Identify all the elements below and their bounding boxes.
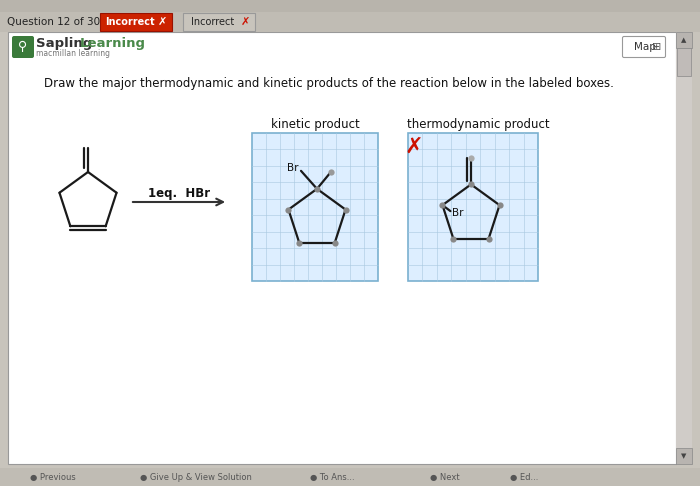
Text: ● Give Up & View Solution: ● Give Up & View Solution	[140, 472, 252, 482]
Text: 1eq.  HBr: 1eq. HBr	[148, 187, 210, 199]
Bar	[100, 13, 172, 31]
Text: kinetic product: kinetic product	[271, 118, 359, 131]
Text: Question 12 of 30: Question 12 of 30	[7, 17, 100, 27]
Text: ● Next: ● Next	[430, 472, 460, 482]
Text: ✗: ✗	[240, 17, 250, 27]
Text: macmillan learning: macmillan learning	[36, 49, 110, 57]
Text: ✗: ✗	[158, 17, 167, 27]
Text: ● Previous: ● Previous	[30, 472, 76, 482]
Text: Br: Br	[288, 163, 299, 173]
Text: ▼: ▼	[681, 453, 687, 459]
Text: Map: Map	[634, 42, 656, 52]
Text: ✗: ✗	[404, 137, 423, 157]
Bar	[676, 448, 692, 464]
Bar	[408, 133, 538, 281]
Text: ● To Ans...: ● To Ans...	[310, 472, 355, 482]
Text: Draw the major thermodynamic and kinetic products of the reaction below in the l: Draw the major thermodynamic and kinetic…	[44, 76, 614, 89]
Bar	[0, 0, 700, 12]
FancyBboxPatch shape	[12, 36, 34, 58]
Text: ⊞: ⊞	[652, 42, 662, 52]
Text: Sapling: Sapling	[36, 37, 92, 51]
Bar	[8, 32, 676, 464]
Text: Learning: Learning	[80, 37, 146, 51]
Text: Br: Br	[452, 208, 464, 218]
Bar	[0, 468, 700, 486]
FancyBboxPatch shape	[622, 36, 666, 57]
Bar	[252, 133, 378, 281]
Text: ⚲: ⚲	[18, 40, 27, 53]
Text: Incorrect: Incorrect	[105, 17, 155, 27]
Bar	[183, 13, 255, 31]
Text: Incorrect: Incorrect	[191, 17, 235, 27]
Text: ▲: ▲	[681, 37, 687, 43]
Text: thermodynamic product: thermodynamic product	[407, 118, 550, 131]
Text: ● Ed...: ● Ed...	[510, 472, 538, 482]
Bar	[0, 12, 700, 32]
Bar	[676, 32, 692, 464]
Bar	[676, 32, 692, 48]
Bar	[677, 48, 691, 76]
